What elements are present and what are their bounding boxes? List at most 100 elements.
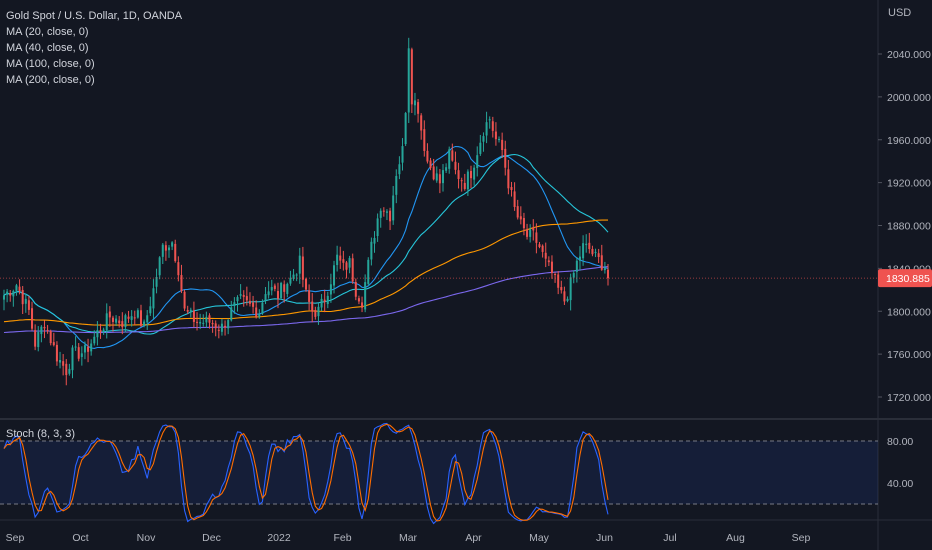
candle-body <box>208 315 211 323</box>
candle-body <box>482 136 485 142</box>
candle-body <box>149 306 152 314</box>
price-tick-label: 2000.000 <box>887 92 931 104</box>
candle-body <box>361 302 364 308</box>
candle-body <box>83 345 86 353</box>
candle-body <box>111 317 114 322</box>
candle-body <box>217 329 220 331</box>
candle-body <box>532 227 535 231</box>
candle-body <box>49 331 52 344</box>
candle-body <box>485 122 488 136</box>
candle-body <box>71 347 74 371</box>
candle-body <box>242 294 245 297</box>
candle-body <box>9 293 12 296</box>
stoch-legend[interactable]: Stoch (8, 3, 3) <box>6 428 76 440</box>
candle-body <box>164 245 167 251</box>
candle-body <box>367 259 370 284</box>
candle-body <box>535 232 538 243</box>
candle-body <box>40 326 43 335</box>
candle-body <box>469 170 473 179</box>
currency-label: USD <box>888 7 912 19</box>
candle-body <box>115 318 118 323</box>
legend-ma20[interactable]: MA (20, close, 0) <box>6 26 89 38</box>
candle-body <box>423 129 426 151</box>
candle-body <box>401 146 404 163</box>
candle-body <box>258 313 261 317</box>
candle-body <box>594 251 597 253</box>
candle-body <box>351 258 354 282</box>
candle-body <box>189 309 192 313</box>
candle-body <box>404 113 407 145</box>
time-axis-label: Jul <box>663 532 676 544</box>
candle-body <box>301 256 304 280</box>
candle-body <box>513 191 516 207</box>
time-axis-label: Jun <box>596 532 613 544</box>
candle-body <box>572 272 575 278</box>
candle-body <box>563 291 566 302</box>
chart-title: Gold Spot / U.S. Dollar, 1D, OANDA <box>6 10 183 22</box>
candle-body <box>27 300 30 310</box>
candle-body <box>603 268 606 271</box>
candle-body <box>560 287 563 291</box>
time-axis-label: Nov <box>137 532 156 544</box>
candle-body <box>600 255 603 270</box>
stoch-d-line <box>3 423 609 522</box>
candle-body <box>283 284 286 292</box>
candle-body <box>417 102 420 114</box>
candle-body <box>304 278 308 290</box>
legend-ma100[interactable]: MA (100, close, 0) <box>6 58 95 70</box>
candle-body <box>354 281 357 297</box>
legend-ma200[interactable]: MA (200, close, 0) <box>6 74 95 86</box>
candle-body <box>510 187 513 191</box>
candle-body <box>547 260 550 263</box>
candle-body <box>59 360 62 363</box>
candle-body <box>385 211 388 213</box>
price-tick-label: 2040.000 <box>887 49 931 61</box>
candle-body <box>121 321 124 328</box>
time-axis-label: Dec <box>202 532 221 544</box>
candle-body <box>211 323 214 325</box>
candle-body <box>345 262 348 270</box>
candle-body <box>295 274 298 276</box>
candle-body <box>529 229 532 237</box>
candle-body <box>426 150 429 162</box>
candle-body <box>186 310 189 312</box>
candle-body <box>348 258 351 268</box>
candle-body <box>357 298 360 302</box>
candle-body <box>292 274 295 279</box>
candle-body <box>329 284 332 295</box>
candle-body <box>494 131 497 140</box>
candle-body <box>320 298 323 308</box>
candle-body <box>498 139 501 141</box>
candle-body <box>606 269 610 279</box>
candle-body <box>578 256 581 261</box>
candle-body <box>323 299 326 302</box>
candle-body <box>177 262 180 276</box>
candle-body <box>161 244 164 257</box>
candle-body <box>507 169 510 189</box>
candle-body <box>336 254 339 266</box>
candle-body <box>289 277 292 284</box>
candle-body <box>202 322 205 324</box>
candle-body <box>245 296 248 301</box>
candle-body <box>566 298 569 301</box>
candle-body <box>276 291 279 299</box>
candle-body <box>370 241 373 260</box>
candle-body <box>15 285 18 291</box>
price-tick-label: 1920.000 <box>887 178 931 190</box>
stoch-band <box>0 441 878 504</box>
legend-ma40[interactable]: MA (40, close, 0) <box>6 42 89 54</box>
candle-body <box>280 282 283 299</box>
candle-body <box>34 330 37 347</box>
candle-body <box>373 237 376 244</box>
candle-body <box>575 260 578 272</box>
candle-body <box>108 311 111 318</box>
candle-body <box>264 294 267 301</box>
candle-body <box>152 288 155 309</box>
candle-body <box>379 210 382 218</box>
candle-body <box>445 167 448 171</box>
candle-body <box>333 265 336 286</box>
candle-body <box>286 283 289 294</box>
candle-body <box>432 166 435 180</box>
candle-body <box>538 244 541 247</box>
